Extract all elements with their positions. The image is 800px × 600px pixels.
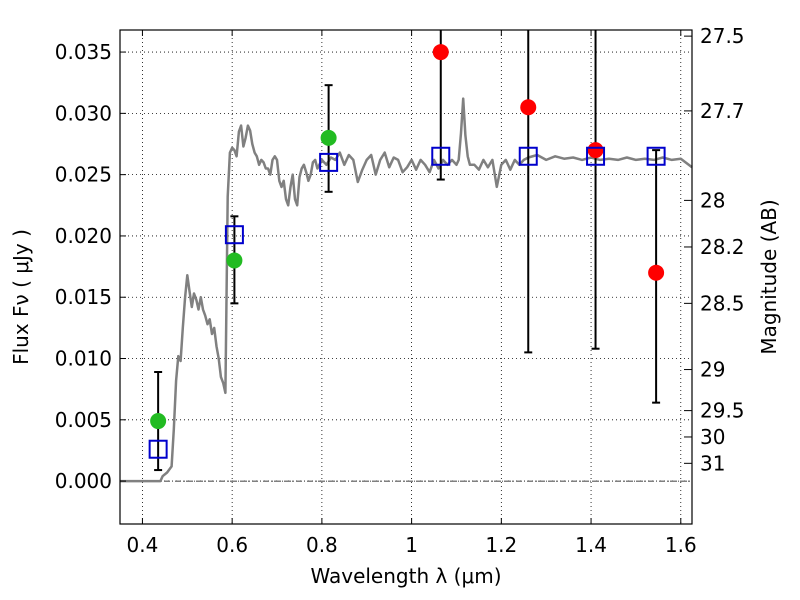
x-tick-label: 1.6: [665, 533, 697, 557]
data-point: [320, 129, 337, 146]
plot-frame: [119, 29, 693, 525]
data-point: [587, 142, 604, 159]
data-point: [226, 252, 243, 269]
sed-curve-layer: [120, 97, 693, 483]
mag-tick-label: 27.5: [700, 24, 745, 48]
y-tick-label: 0.005: [55, 408, 112, 432]
x-tick-label: 1.2: [485, 533, 517, 557]
mag-tick-label: 29.5: [700, 399, 745, 423]
sed-curve: [120, 97, 693, 483]
data-point: [432, 44, 449, 61]
model-point: [431, 146, 451, 166]
model-point: [319, 152, 339, 172]
y-tick-label: 0.000: [55, 469, 112, 493]
mag-tick-label: 29: [700, 358, 725, 382]
mag-tick-label: 27.7: [700, 99, 745, 123]
grid-lines: [120, 30, 692, 524]
y-tick-label: 0.035: [55, 40, 112, 64]
error-bars: [154, 30, 661, 472]
axis-ticks: 0.4 0.6 0.8 1 1.2 1.4 1.6 0.000 0.005 0.010 0.015 0…: [55, 24, 745, 557]
y-axis-title: Flux Fν ( μJy ): [9, 229, 33, 365]
mag-tick-label: 31: [700, 451, 725, 475]
y-tick-label: 0.020: [55, 224, 112, 248]
mag-tick-label: 28: [700, 188, 725, 212]
model-point: [518, 146, 538, 166]
x-tick-label: 0.8: [306, 533, 338, 557]
y-tick-label: 0.015: [55, 285, 112, 309]
model-point: [224, 225, 244, 245]
data-point: [150, 413, 167, 430]
model-point: [148, 439, 168, 459]
x-tick-label: 0.6: [216, 533, 248, 557]
x-tick-label: 0.4: [127, 533, 159, 557]
right-axis-title: Magnitude (AB): [757, 199, 781, 354]
model-point: [586, 146, 606, 166]
data-point: [520, 99, 537, 116]
mag-tick-label: 28.5: [700, 291, 745, 315]
x-axis-title: Wavelength λ (μm): [310, 564, 501, 588]
y-tick-label: 0.010: [55, 347, 112, 371]
mag-tick-label: 30: [700, 425, 725, 449]
model-point: [646, 146, 666, 166]
mag-tick-label: 28.2: [700, 235, 745, 259]
data-markers: [148, 44, 666, 459]
y-tick-label: 0.030: [55, 101, 112, 125]
x-tick-label: 1.4: [575, 533, 607, 557]
y-tick-label: 0.025: [55, 163, 112, 187]
data-point: [648, 264, 665, 281]
x-tick-label: 1: [405, 533, 418, 557]
